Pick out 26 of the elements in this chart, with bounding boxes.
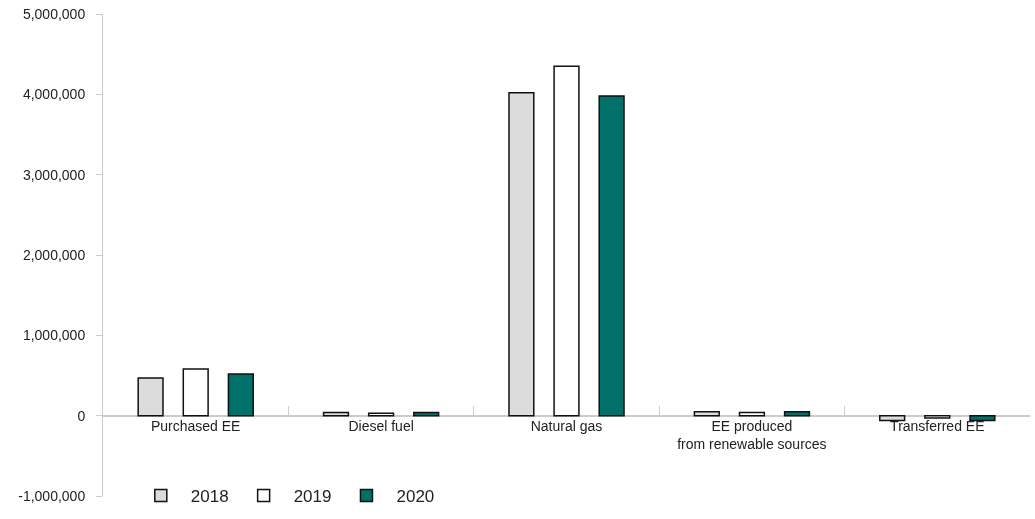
x-tick-label: Purchased EE bbox=[150, 417, 241, 434]
bar bbox=[137, 377, 164, 417]
x-tick-label: Natural gas bbox=[530, 417, 603, 434]
bar bbox=[693, 410, 720, 417]
bar bbox=[508, 91, 535, 417]
bar bbox=[553, 65, 580, 417]
y-tick-label: -1,000,000 bbox=[18, 487, 86, 504]
y-tick-label: 0 bbox=[77, 407, 86, 424]
y-tick-label: 5,000,000 bbox=[22, 5, 86, 22]
bar bbox=[969, 414, 996, 422]
y-tick-label: 4,000,000 bbox=[22, 86, 86, 103]
x-tick-label: Transferred EE bbox=[890, 417, 985, 434]
bar bbox=[182, 368, 209, 417]
y-tick-label: 3,000,000 bbox=[22, 166, 86, 183]
bar bbox=[227, 373, 254, 417]
y-tick-label: 1,000,000 bbox=[22, 327, 86, 344]
bar bbox=[783, 410, 811, 417]
x-tick-label: Diesel fuel bbox=[348, 417, 414, 434]
y-tick-label: 2,000,000 bbox=[22, 246, 86, 263]
bar bbox=[879, 414, 906, 422]
legend-label: 2019 bbox=[293, 487, 332, 507]
bar bbox=[924, 414, 951, 419]
legend-label: 2018 bbox=[190, 487, 229, 507]
x-tick-label: EE produced from renewable sources bbox=[677, 417, 827, 452]
legend-label: 2020 bbox=[396, 487, 435, 507]
bar bbox=[598, 95, 625, 417]
